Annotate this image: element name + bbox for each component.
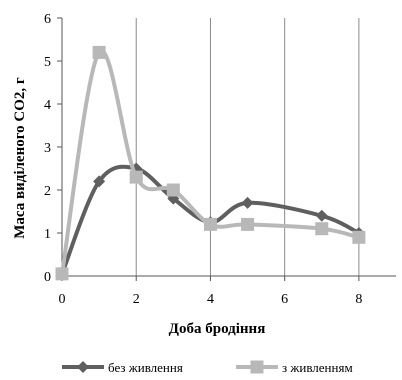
x-tick-label-0: 0: [59, 292, 66, 307]
x-tick-label-8: 8: [355, 292, 362, 307]
y-tick-label-2: 2: [44, 184, 51, 199]
chart-grid: [135, 18, 360, 276]
data-point-0-6: [315, 209, 328, 222]
data-point-1-0: [55, 267, 69, 281]
y-tick-label-5: 5: [44, 55, 51, 70]
data-point-0-1: [93, 175, 106, 188]
data-point-1-3: [166, 183, 180, 197]
x-axis-label: Доба бродіння: [169, 321, 266, 337]
chart-legend: без живлення з живленням: [62, 360, 353, 375]
y-tick-label-1: 1: [44, 227, 51, 242]
data-point-1-4: [203, 217, 217, 231]
x-tick-label-4: 4: [207, 292, 214, 307]
legend-label-0: без живлення: [108, 360, 183, 375]
data-point-1-5: [241, 217, 255, 231]
legend-marker-1: [250, 360, 264, 374]
chart-series: [55, 45, 366, 281]
legend-item-0: без живлення: [62, 360, 183, 375]
chart-tick-labels: 0 1 2 3 4 5 6 0 2 4 6 8: [44, 12, 362, 307]
y-tick-label-4: 4: [44, 98, 51, 113]
data-point-0-5: [241, 196, 254, 209]
x-tick-label-6: 6: [281, 292, 288, 307]
series-1: [55, 45, 366, 281]
data-point-1-6: [315, 222, 329, 236]
y-tick-label-0: 0: [44, 270, 51, 285]
legend-item-1: з живленням: [236, 360, 353, 375]
data-point-1-7: [352, 230, 366, 244]
y-axis-label: Маса виділеного CO2, г: [12, 77, 28, 239]
y-tick-label-3: 3: [44, 141, 51, 156]
data-point-1-1: [92, 45, 106, 59]
legend-label-1: з живленням: [282, 360, 353, 375]
y-tick-label-6: 6: [44, 12, 51, 27]
x-tick-label-2: 2: [133, 292, 140, 307]
legend-marker-0: [77, 361, 89, 373]
data-point-1-2: [129, 170, 143, 184]
